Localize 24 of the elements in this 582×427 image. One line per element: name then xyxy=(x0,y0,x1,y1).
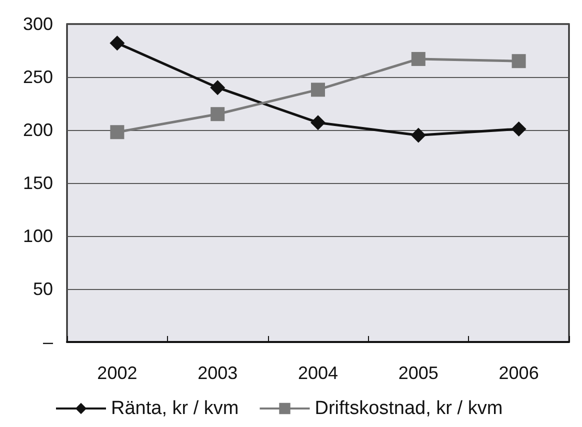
point xyxy=(311,82,325,97)
legend-label: Driftskostnad, kr / kvm xyxy=(314,398,503,419)
point xyxy=(110,36,125,51)
y-tick-label: 250 xyxy=(22,67,53,87)
y-tick-label: – xyxy=(42,332,53,352)
y-tick-label: 100 xyxy=(22,226,53,246)
point xyxy=(411,52,426,66)
x-tick-label: 2003 xyxy=(198,363,238,383)
y-tick-label: 150 xyxy=(22,173,53,193)
y-tick-label: 300 xyxy=(22,14,53,34)
point xyxy=(110,125,124,140)
x-tick-label: 2006 xyxy=(498,363,539,383)
legend-label: Ränta, kr / kvm xyxy=(111,398,239,419)
point xyxy=(310,115,326,130)
x-tick-label: 2005 xyxy=(398,363,438,383)
y-tick-label: 50 xyxy=(32,279,53,299)
y-tick-label: 200 xyxy=(22,120,53,140)
point xyxy=(512,54,526,68)
point xyxy=(210,80,226,96)
point xyxy=(210,107,225,122)
x-tick-label: 2002 xyxy=(97,363,138,383)
point xyxy=(511,121,526,136)
point xyxy=(410,128,426,143)
x-tick-label: 2004 xyxy=(298,363,338,383)
